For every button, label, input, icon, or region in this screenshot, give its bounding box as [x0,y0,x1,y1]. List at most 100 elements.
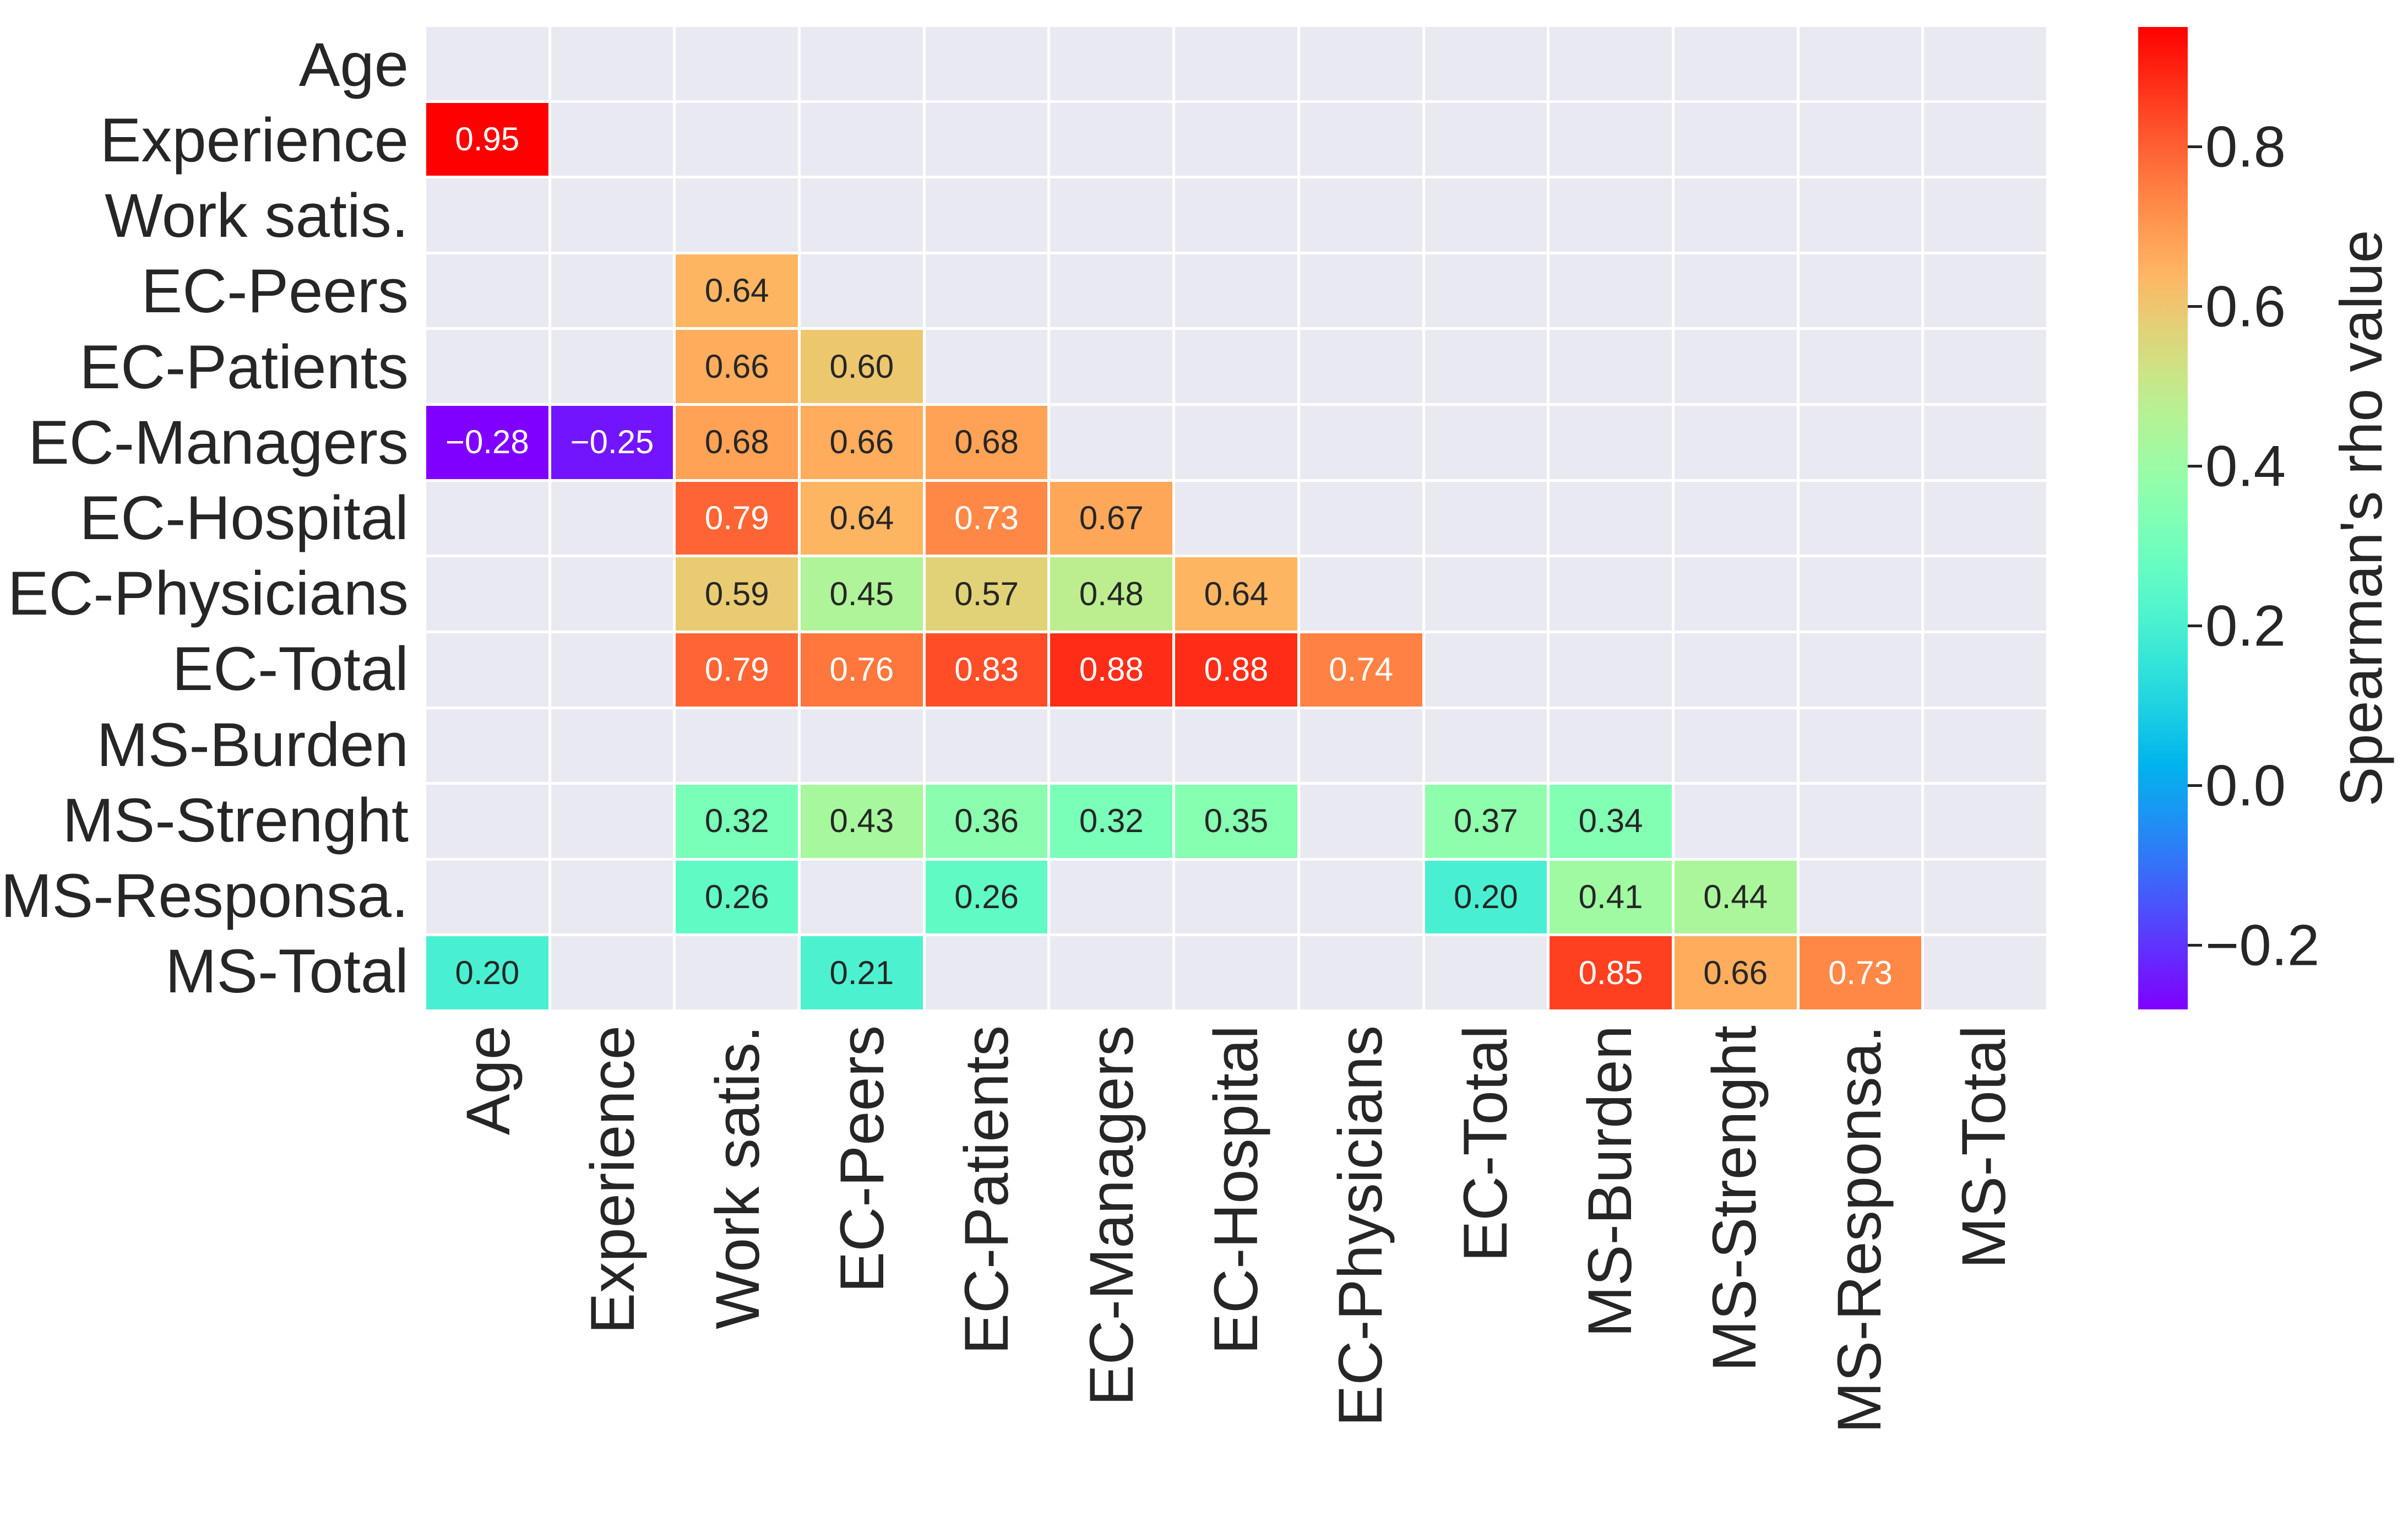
x-tick-label: EC-Patients [952,1025,1021,1355]
cell-value: 0.32 [1079,802,1144,840]
heatmap-cell [1799,785,1922,858]
colorbar-gradient [2138,27,2188,1009]
heatmap-cell [1799,481,1922,555]
heatmap-cell: 0.88 [1050,633,1173,707]
heatmap-cell: 0.79 [676,481,798,555]
heatmap-cell [1300,102,1422,176]
y-tick-label: EC-Physicians [7,559,409,628]
heatmap-cell [551,785,673,858]
cell-value: 0.95 [455,120,520,157]
heatmap-cell: 0.68 [676,406,798,479]
heatmap-cell [1300,27,1422,100]
heatmap-cell: 0.95 [426,102,548,176]
cell-value: −0.28 [445,423,529,461]
heatmap-cell: 0.64 [1175,557,1297,631]
heatmap-cell: 0.79 [676,633,798,707]
y-tick-label: MS-Strenght [62,785,409,855]
heatmap-cell [676,27,798,100]
cell-value: 0.26 [704,878,769,916]
cell-value: 0.74 [1329,651,1394,688]
cell-value: 0.79 [704,499,769,536]
heatmap-cell [1799,406,1922,479]
heatmap-cell [1550,27,1672,100]
cell-value: 0.88 [1204,651,1269,688]
heatmap-cell [426,178,548,252]
heatmap-cell [1300,936,1422,1009]
heatmap-cell [1799,633,1922,707]
heatmap-cell [1175,481,1297,555]
colorbar-tick [2188,145,2202,149]
heatmap-cell: 0.59 [676,557,798,631]
colorbar-tick [2188,944,2202,947]
heatmap-cell [1674,557,1797,631]
heatmap-cell [1799,254,1922,328]
heatmap-cell [1425,936,1547,1009]
heatmap-cell [551,178,673,252]
heatmap-cell [925,178,1048,252]
heatmap-cell [426,27,548,100]
heatmap-cell: 0.44 [1674,860,1797,934]
y-tick-label: EC-Patients [79,332,409,401]
y-tick-label: Work satis. [105,181,409,251]
heatmap-cell: 0.43 [801,785,923,858]
cell-value: 0.83 [954,651,1019,688]
heatmap-cell [1300,330,1422,404]
heatmap-cell [801,178,923,252]
heatmap-cell: 0.32 [1050,785,1173,858]
y-tick-label: EC-Total [172,634,409,704]
x-tick-label: Work satis. [703,1025,772,1329]
heatmap-cell: 0.26 [925,860,1048,934]
heatmap-cell: 0.32 [676,785,798,858]
cell-value: 0.73 [1828,954,1893,991]
heatmap-cell [1050,860,1173,934]
heatmap-cell [925,27,1048,100]
heatmap-cell: 0.68 [925,406,1048,479]
heatmap-cell [1550,709,1672,783]
heatmap-cell [1799,27,1922,100]
heatmap-cell [551,633,673,707]
heatmap-cell [1175,406,1297,479]
heatmap-cell [1425,178,1547,252]
heatmap-cell: 0.35 [1175,785,1297,858]
cell-value: 0.85 [1578,954,1643,991]
heatmap-cell [676,178,798,252]
heatmap-cell [801,709,923,783]
heatmap-cell [801,860,923,934]
cell-value: 0.20 [455,954,520,991]
heatmap-cell [1924,709,2046,783]
heatmap-cell [1300,785,1422,858]
colorbar-axis-label: Spearman's rho value [2328,230,2394,807]
heatmap-cell [1175,860,1297,934]
heatmap-cell: 0.76 [801,633,923,707]
heatmap-cell: 0.37 [1425,785,1547,858]
cell-value: 0.48 [1079,575,1144,612]
heatmap-cell [1550,633,1672,707]
heatmap-cell [551,860,673,934]
colorbar-tick-label: 0.4 [2205,434,2286,499]
x-tick-label: EC-Managers [1077,1025,1146,1406]
heatmap-cell [1425,709,1547,783]
heatmap-cell [551,709,673,783]
cell-value: 0.45 [829,575,894,612]
heatmap-cell [551,557,673,631]
cell-value: 0.66 [704,347,769,385]
heatmap-cell [1924,936,2046,1009]
heatmap-cell [801,102,923,176]
heatmap-cell [1550,481,1672,555]
cell-value: 0.41 [1578,878,1643,916]
heatmap-cell [1425,330,1547,404]
cell-value: 0.44 [1703,878,1768,916]
heatmap-cell [1050,102,1173,176]
heatmap-cell: 0.21 [801,936,923,1009]
heatmap-cell [1550,406,1672,479]
cell-value: 0.34 [1578,802,1643,840]
heatmap-cell: 0.67 [1050,481,1173,555]
heatmap-cell [1799,860,1922,934]
y-tick-label: MS-Burden [96,710,409,779]
x-tick-label: EC-Total [1450,1025,1520,1262]
heatmap-cell [1425,102,1547,176]
cell-value: 0.64 [1204,575,1269,612]
cell-value: 0.73 [954,499,1019,536]
heatmap-cell: 0.64 [676,254,798,328]
heatmap-cell [1674,254,1797,328]
